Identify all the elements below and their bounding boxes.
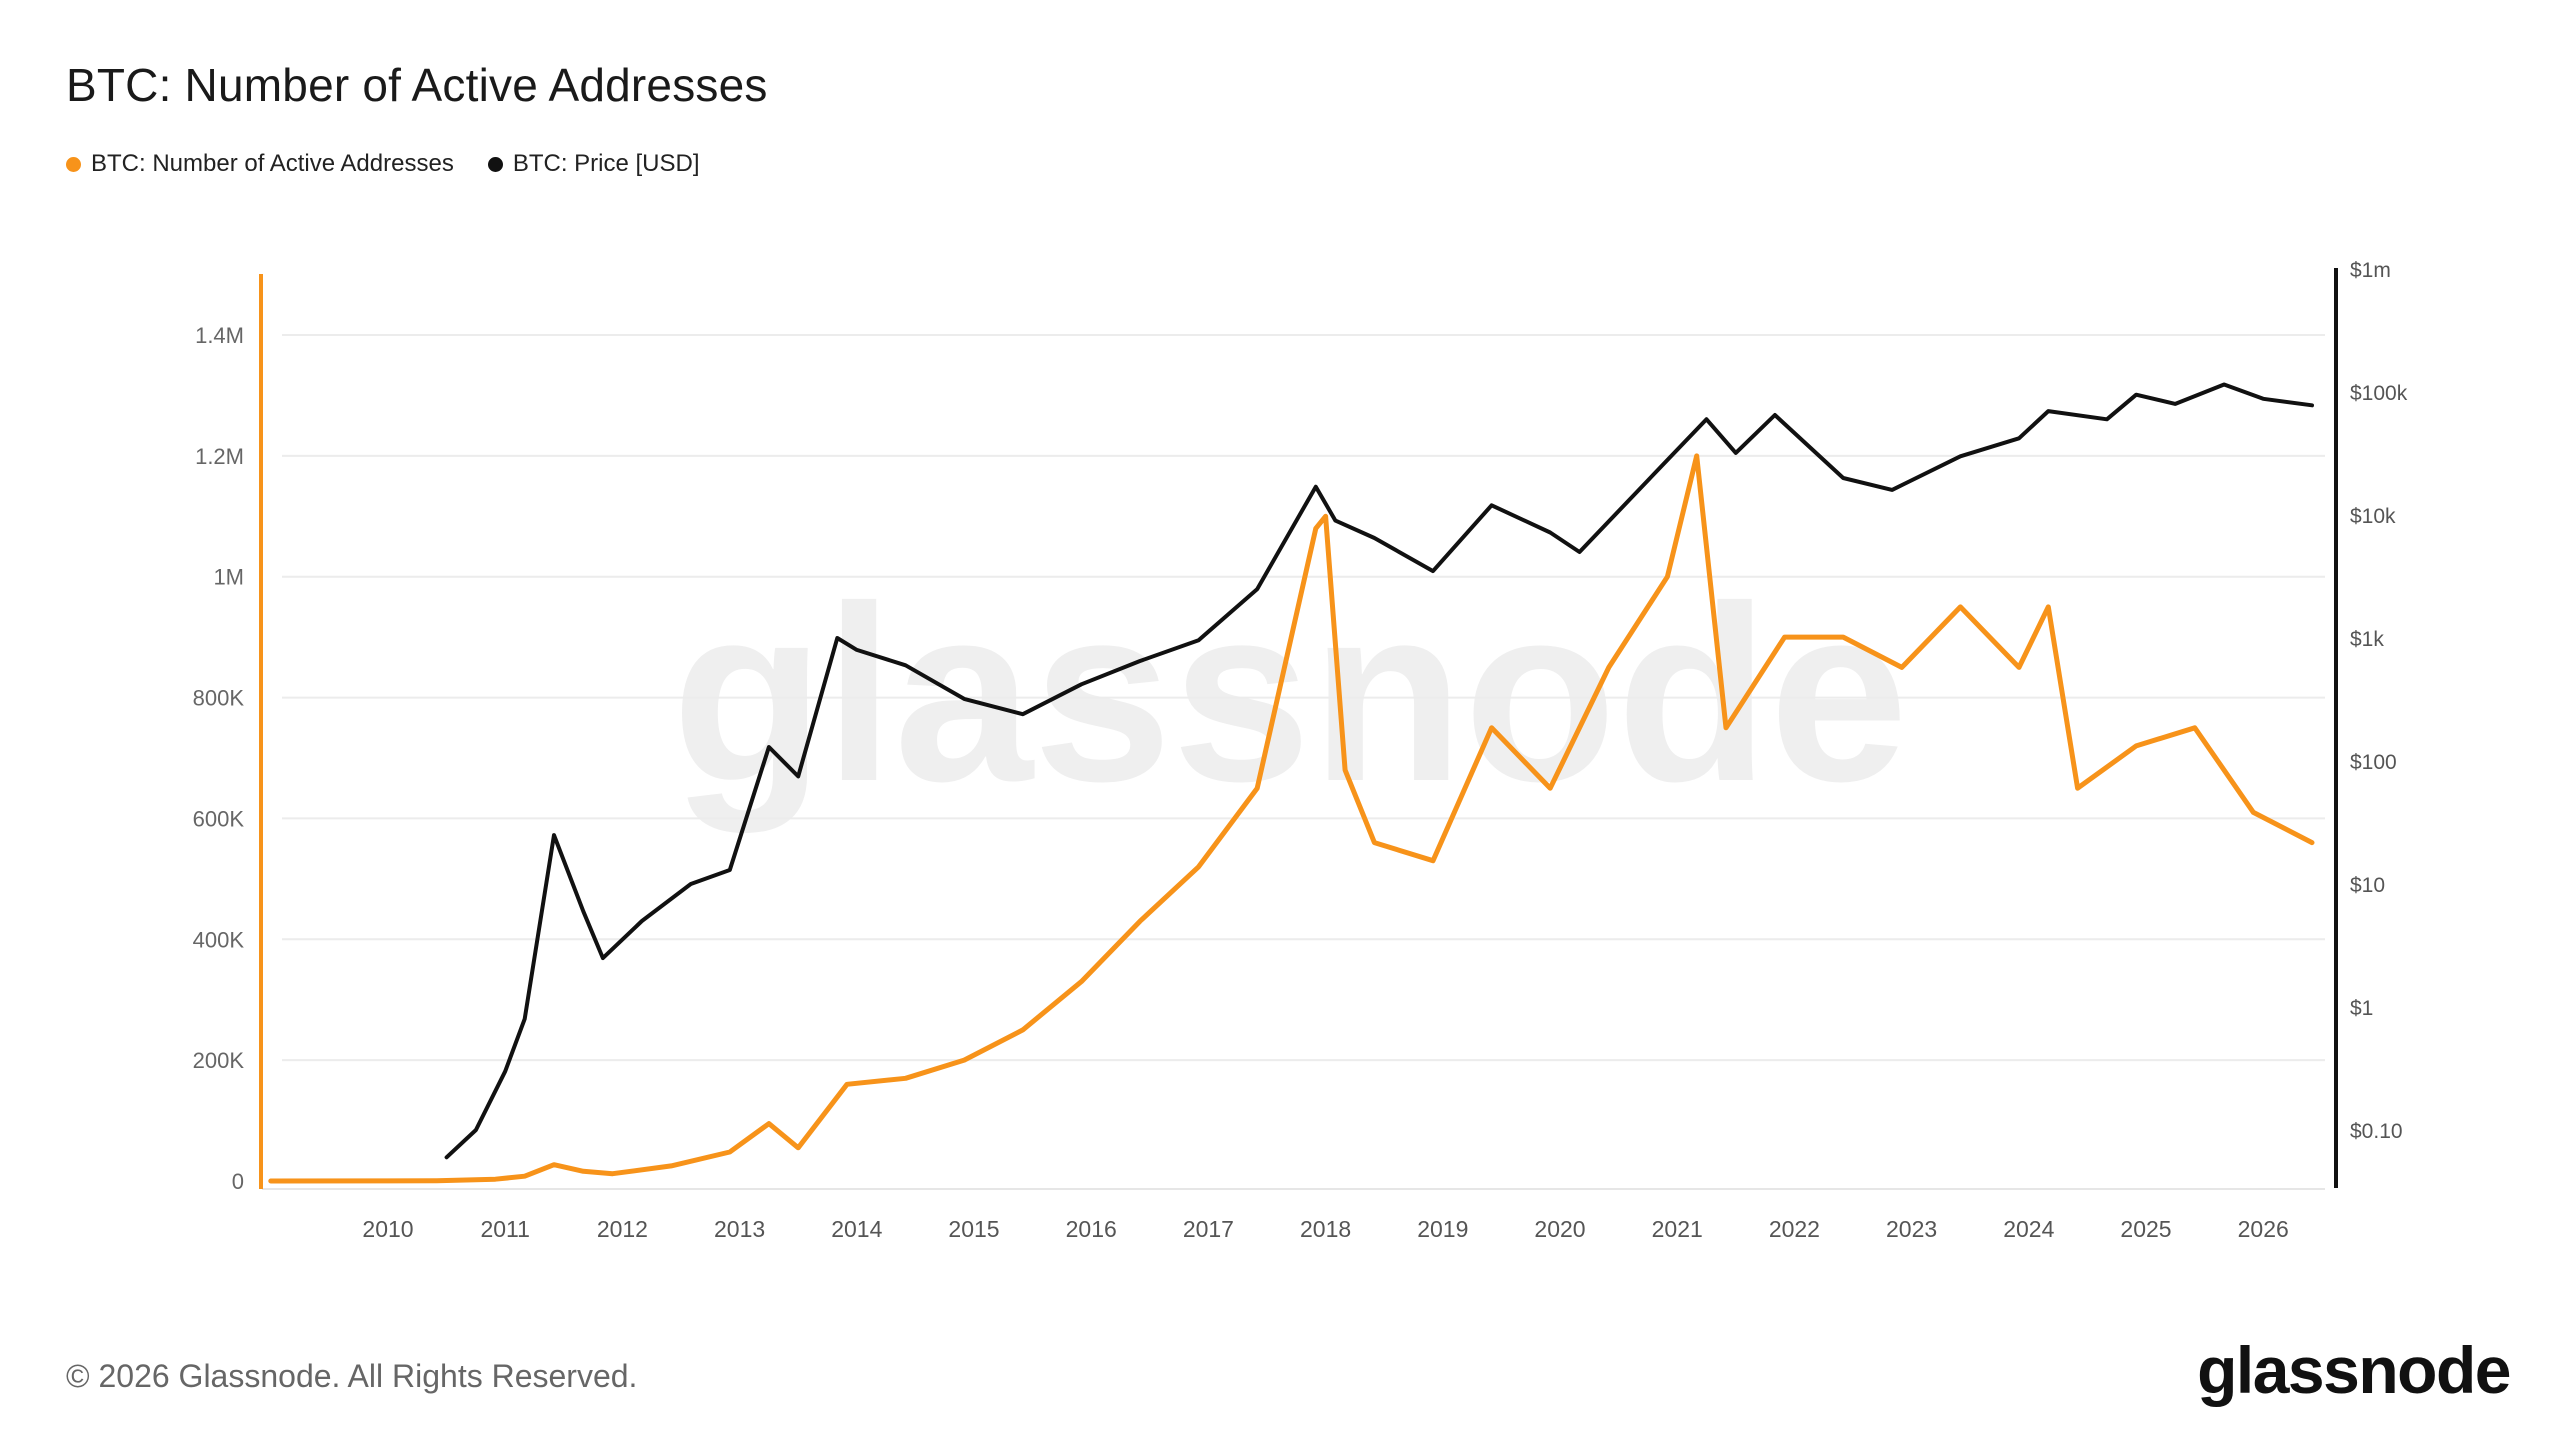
y-left-tick-label: 200K — [193, 1048, 245, 1073]
legend-label: BTC: Number of Active Addresses — [91, 150, 454, 177]
x-tick-label: 2020 — [1534, 1216, 1585, 1242]
y-right-tick-label: $10k — [2350, 505, 2396, 528]
x-tick-label: 2019 — [1417, 1216, 1468, 1242]
glassnode-logo: glassnode — [2197, 1333, 2511, 1407]
y-left-tick-label: 1M — [213, 565, 244, 590]
legend-swatch-black — [487, 156, 503, 172]
y-right-tick-label: $1k — [2350, 628, 2384, 651]
x-tick-label: 2012 — [597, 1216, 648, 1242]
y-right-tick-label: $10 — [2350, 874, 2385, 897]
x-tick-label: 2022 — [1769, 1216, 1820, 1242]
legend-swatch-orange — [66, 156, 81, 172]
y-left-tick-label: 600K — [193, 806, 245, 831]
x-tick-label: 2017 — [1183, 1216, 1234, 1242]
y-left-tick-label: 0 — [232, 1169, 244, 1194]
chart-title: BTC: Number of Active Addresses — [66, 59, 768, 111]
legend: BTC: Number of Active Addresses BTC: Pri… — [66, 150, 700, 178]
y-right-tick-label: $100k — [2350, 382, 2408, 405]
x-tick-label: 2025 — [2120, 1216, 2171, 1242]
y-right-tick-label: $1m — [2350, 259, 2391, 282]
x-tick-label: 2011 — [480, 1216, 529, 1242]
x-tick-label: 2026 — [2238, 1216, 2289, 1242]
watermark: glassnode — [672, 554, 1908, 833]
x-tick-label: 2018 — [1300, 1216, 1351, 1242]
x-tick-label: 2023 — [1886, 1216, 1937, 1242]
legend-label: BTC: Price [USD] — [512, 150, 700, 177]
legend-item-price[interactable]: BTC: Price [USD] — [487, 150, 700, 178]
legend-item-active-addresses[interactable]: BTC: Number of Active Addresses — [66, 150, 454, 178]
x-tick-label: 2015 — [948, 1216, 999, 1242]
y-right-tick-label: $100 — [2350, 751, 2397, 774]
x-tick-label: 2016 — [1066, 1216, 1117, 1242]
y-left-tick-label: 800K — [193, 686, 245, 711]
x-tick-label: 2014 — [831, 1216, 882, 1242]
y-right-tick-label: $1 — [2350, 997, 2373, 1020]
y-right-tick-label: $0.10 — [2350, 1120, 2403, 1143]
x-tick-label: 2024 — [2003, 1216, 2054, 1242]
y-left-tick-label: 1.4M — [195, 323, 244, 348]
y-left-tick-label: 400K — [193, 927, 245, 952]
y-left-tick-label: 1.2M — [195, 444, 244, 469]
x-tick-label: 2021 — [1652, 1216, 1703, 1242]
series-line-active-addresses — [268, 453, 2315, 1184]
x-tick-label: 2010 — [362, 1216, 413, 1242]
copyright-footer: © 2026 Glassnode. All Rights Reserved. — [66, 1358, 638, 1394]
x-tick-label: 2013 — [714, 1216, 765, 1242]
